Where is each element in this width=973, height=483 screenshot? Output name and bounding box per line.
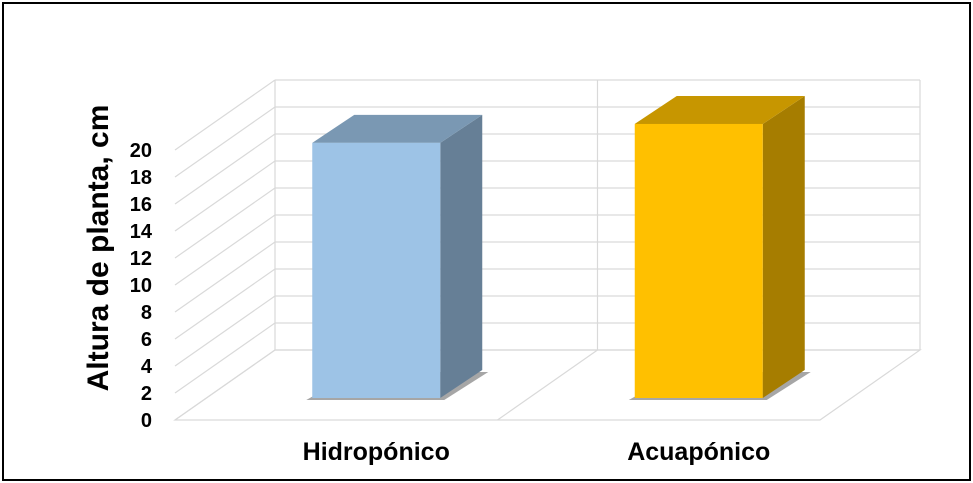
y-tick-label: 10	[130, 275, 152, 297]
side-gridline	[174, 268, 276, 340]
side-gridline	[174, 133, 276, 205]
side-gridline	[174, 349, 276, 421]
y-tick-labels: 0 2 4 6 8 10 12 14 16 18 20	[130, 140, 153, 432]
bar	[628, 95, 811, 400]
side-gridline	[174, 79, 276, 151]
y-tick-label: 14	[130, 221, 153, 243]
bar-side	[440, 114, 483, 398]
y-tick-label: 16	[130, 194, 152, 216]
y-tick-label: 2	[141, 383, 152, 405]
y-tick-label: 0	[141, 410, 152, 432]
y-tick-label: 6	[141, 329, 152, 351]
side-gridline	[174, 322, 276, 394]
y-tick-label: 18	[130, 167, 152, 189]
bar-front	[634, 123, 763, 398]
side-gridline	[174, 295, 276, 367]
y-tick-label: 12	[130, 248, 152, 270]
bar-side	[762, 95, 805, 398]
bar-front	[312, 142, 441, 398]
y-tick-label: 8	[141, 302, 152, 324]
side-gridline	[174, 160, 276, 232]
y-tick-label: 20	[130, 140, 152, 162]
bar-top	[634, 95, 805, 124]
side-gridline	[174, 241, 276, 313]
floor-divider	[497, 349, 598, 421]
x-category-label: Acuapónico	[627, 438, 770, 466]
bars	[306, 95, 811, 400]
side-gridline	[174, 214, 276, 286]
bar	[306, 114, 489, 400]
side-gridline	[174, 187, 276, 259]
y-axis-label: Altura de planta, cm	[82, 105, 115, 392]
x-category-label: Hidropónico	[303, 438, 450, 466]
y-tick-label: 4	[141, 356, 153, 378]
x-category-labels: Hidropónico Acuapónico	[303, 438, 771, 466]
side-gridline	[174, 106, 276, 178]
bar-top	[312, 114, 483, 143]
